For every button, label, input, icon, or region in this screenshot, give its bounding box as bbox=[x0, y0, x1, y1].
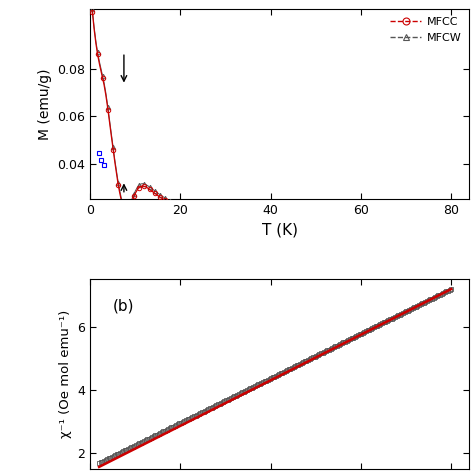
X-axis label: T (K): T (K) bbox=[262, 223, 298, 238]
Y-axis label: M (emu/g): M (emu/g) bbox=[37, 69, 52, 140]
Legend: MFCC, MFCW: MFCC, MFCW bbox=[388, 15, 464, 45]
Y-axis label: χ⁻¹ (Oe mol emu⁻¹): χ⁻¹ (Oe mol emu⁻¹) bbox=[59, 310, 72, 438]
Text: (b): (b) bbox=[113, 298, 134, 313]
